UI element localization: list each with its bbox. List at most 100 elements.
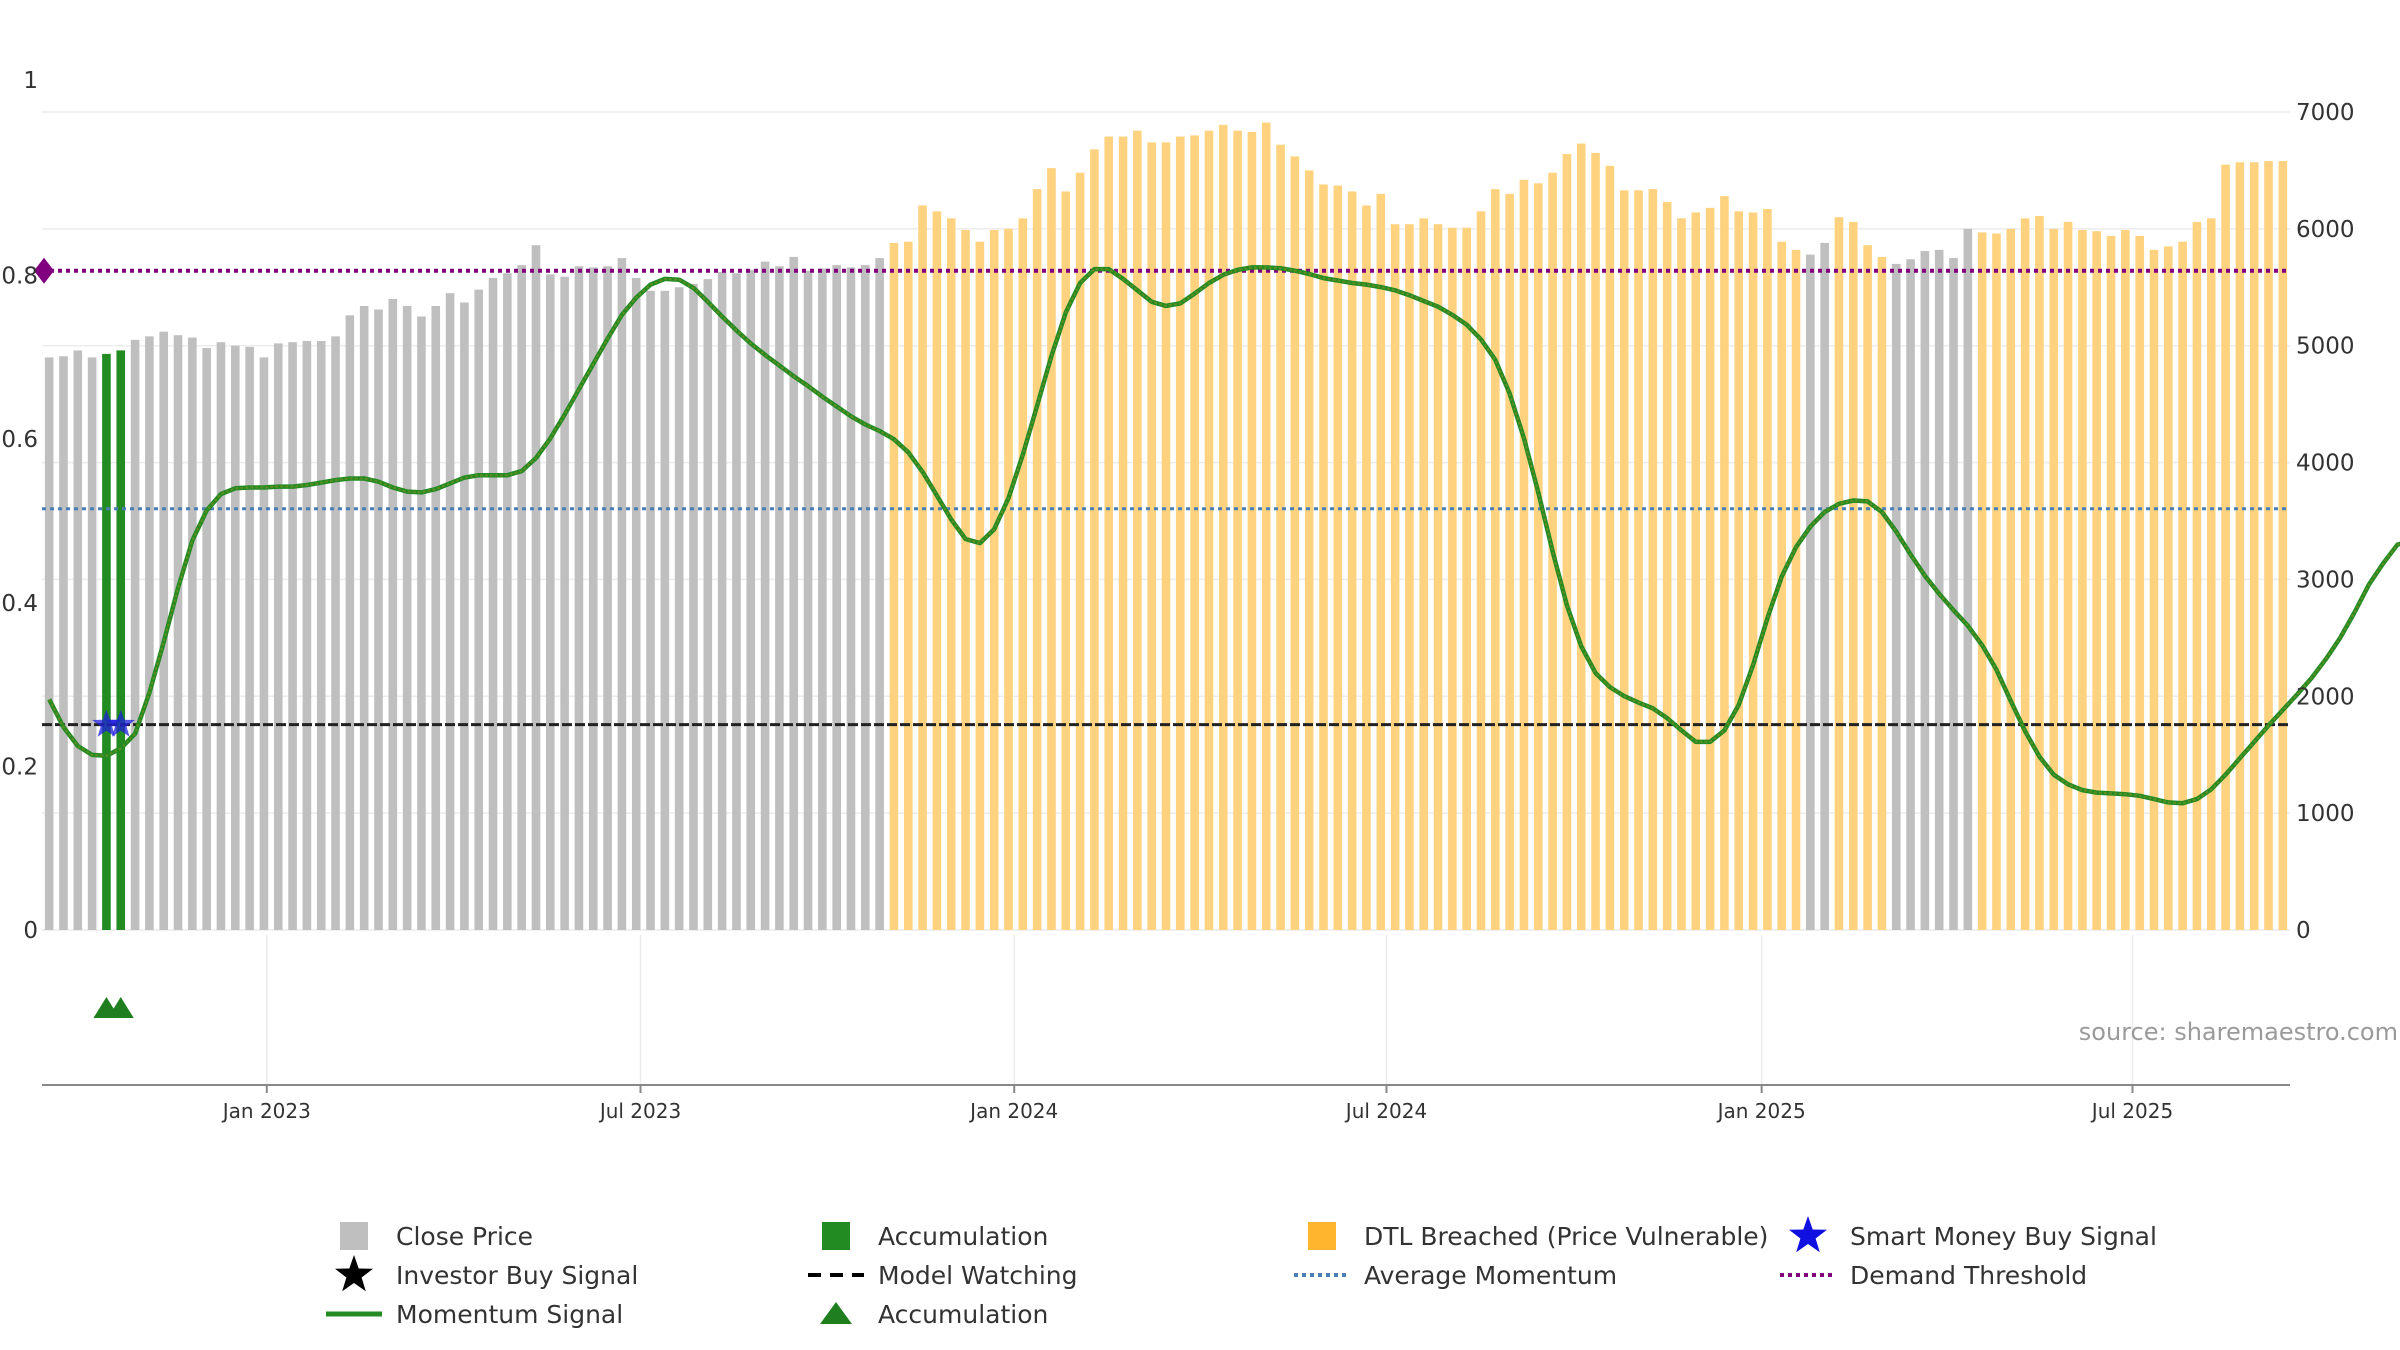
close-price-bar bbox=[703, 279, 713, 930]
smart-money-buy-star bbox=[92, 709, 121, 737]
dtl-breached-bar bbox=[1648, 189, 1658, 930]
momentum-signal-texture bbox=[48, 266, 2400, 805]
dtl-breached-bar bbox=[1161, 142, 1171, 930]
dtl-breached-bar bbox=[1405, 224, 1414, 930]
dtl-breached-bar bbox=[903, 241, 913, 930]
dtl-breached-bar bbox=[2049, 228, 2059, 930]
legend-label: Demand Threshold bbox=[1850, 1261, 2087, 1290]
dtl-breached-bar bbox=[1591, 152, 1600, 930]
close-price-bar bbox=[431, 305, 441, 930]
x-tick-label: Jan 2024 bbox=[968, 1099, 1058, 1123]
close-price-bar bbox=[546, 274, 555, 931]
dtl-breached-bar bbox=[1605, 165, 1615, 931]
dtl-breached-bar bbox=[1763, 208, 1772, 930]
close-price-bar bbox=[646, 290, 655, 930]
close-price-bar bbox=[717, 272, 727, 930]
legend-item: Accumulation bbox=[820, 1300, 1048, 1329]
close-price-bar bbox=[818, 268, 827, 930]
dtl-breached-bar bbox=[1691, 212, 1701, 931]
close-price-bar bbox=[1920, 251, 1930, 930]
right-tick-label: 5000 bbox=[2296, 334, 2355, 360]
dtl-breached-bar bbox=[2221, 164, 2230, 931]
dtl-breached-bar bbox=[889, 242, 899, 930]
dtl-breached-bar bbox=[1562, 154, 1572, 930]
right-tick-label: 3000 bbox=[2296, 567, 2355, 593]
close-price-bar bbox=[517, 265, 526, 930]
dtl-breached-bar bbox=[1347, 191, 1357, 930]
close-price-bar bbox=[359, 305, 369, 930]
legend-label: Accumulation bbox=[878, 1300, 1048, 1329]
legend-square-icon bbox=[822, 1222, 850, 1250]
dtl-breached-bar bbox=[1362, 205, 1371, 930]
legend-item: Accumulation bbox=[822, 1222, 1048, 1251]
dtl-breached-bar bbox=[1476, 211, 1486, 931]
close-price-bar bbox=[245, 346, 254, 931]
dtl-breached-bar bbox=[1133, 130, 1142, 930]
close-price-bar bbox=[460, 302, 469, 930]
dtl-breached-bar bbox=[1276, 144, 1285, 931]
dtl-breached-bar bbox=[932, 211, 942, 931]
close-price-bar bbox=[259, 357, 269, 930]
right-tick-label: 7000 bbox=[2296, 100, 2355, 126]
close-price-bar bbox=[302, 341, 312, 930]
legend-item: Average Momentum bbox=[1294, 1261, 1617, 1290]
dtl-breached-bar bbox=[1791, 249, 1801, 931]
close-price-bar bbox=[374, 309, 383, 930]
close-price-bar bbox=[588, 267, 598, 930]
legend-star-icon bbox=[1789, 1216, 1827, 1253]
dtl-breached-bar bbox=[1433, 224, 1443, 930]
dtl-breached-bar bbox=[1519, 179, 1529, 930]
dtl-breached-bar bbox=[1877, 256, 1887, 931]
signal-markers bbox=[92, 709, 135, 1018]
x-tick-label: Jul 2024 bbox=[1344, 1099, 1427, 1123]
close-price-bar bbox=[331, 336, 340, 930]
dtl-breached-bar bbox=[1834, 217, 1844, 930]
close-price-bar bbox=[574, 266, 584, 930]
close-price-bar bbox=[846, 267, 856, 930]
close-price-bar bbox=[760, 261, 770, 930]
x-tick-label: Jul 2025 bbox=[2090, 1099, 2173, 1123]
dtl-breached-bar bbox=[1634, 190, 1643, 930]
dtl-breached-bar bbox=[1204, 130, 1214, 930]
close-price-bar bbox=[746, 269, 756, 930]
legend-square-icon bbox=[1308, 1222, 1336, 1250]
dtl-breached-bar bbox=[1992, 233, 2001, 930]
dtl-breached-bar bbox=[1376, 193, 1386, 931]
dtl-breached-bar bbox=[1390, 224, 1400, 930]
close-price-bar bbox=[474, 289, 484, 930]
close-price-bar bbox=[1906, 259, 1915, 930]
dtl-breached-bar bbox=[975, 241, 985, 930]
dtl-breached-bar bbox=[1061, 191, 1071, 930]
close-price-bar bbox=[875, 258, 884, 931]
close-price-bar bbox=[503, 273, 512, 931]
dtl-breached-bar bbox=[2178, 241, 2187, 930]
legend-item: Demand Threshold bbox=[1780, 1261, 2087, 1290]
close-price-bar bbox=[531, 245, 541, 930]
legend-star-icon bbox=[335, 1255, 373, 1292]
dtl-breached-bar bbox=[2235, 162, 2245, 931]
dtl-breached-bar bbox=[1004, 228, 1013, 930]
demand-threshold-diamond bbox=[34, 257, 54, 284]
close-price-bar bbox=[345, 315, 355, 930]
source-label: source: sharemaestro.com bbox=[2079, 1018, 2398, 1046]
dtl-breached-bar bbox=[2121, 230, 2130, 931]
close-price-bar bbox=[230, 345, 240, 930]
dtl-breached-bar bbox=[2092, 231, 2102, 931]
dtl-breached-bar bbox=[2163, 246, 2173, 930]
dtl-breached-bar bbox=[1290, 156, 1300, 931]
close-price-bar bbox=[130, 339, 140, 930]
dtl-breached-bar bbox=[1047, 168, 1056, 930]
close-price-bar bbox=[159, 331, 169, 931]
close-price-bar bbox=[660, 290, 670, 930]
right-tick-label: 6000 bbox=[2296, 217, 2355, 243]
close-price-bar bbox=[617, 258, 627, 931]
smart-money-buy-star bbox=[106, 709, 135, 737]
x-tick-label: Jan 2023 bbox=[221, 1099, 311, 1123]
left-tick-label: 0.4 bbox=[1, 591, 38, 617]
dtl-breached-bar bbox=[1533, 183, 1543, 931]
close-price-bar bbox=[216, 342, 226, 930]
close-price-bar bbox=[789, 256, 799, 931]
dtl-breached-bar bbox=[1734, 211, 1744, 931]
dtl-breached-bar bbox=[1104, 136, 1114, 931]
close-price-bar bbox=[402, 305, 412, 930]
